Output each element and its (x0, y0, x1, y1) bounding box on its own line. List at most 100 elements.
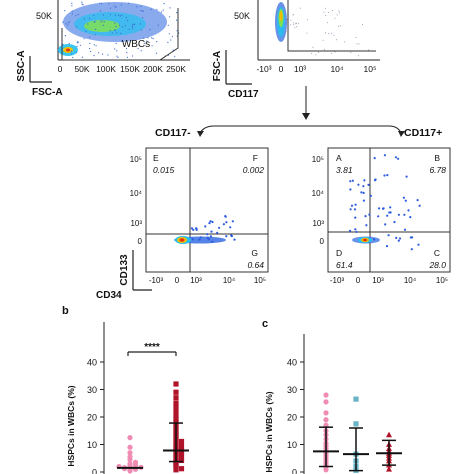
event-dot (293, 24, 295, 26)
event-dot (322, 39, 324, 41)
event-dot (222, 223, 225, 226)
data-point (178, 443, 185, 450)
data-point (323, 410, 329, 416)
event-dot (355, 230, 358, 233)
event-dot (71, 13, 73, 15)
event-dot (311, 53, 313, 54)
y-tick-label: 0 (92, 468, 97, 474)
event-dot (306, 32, 308, 34)
event-dot (94, 28, 97, 30)
event-dot (360, 191, 363, 194)
event-dot (334, 51, 336, 53)
event-dot (89, 18, 91, 20)
flow2-ylabel: FSC-A (212, 51, 223, 82)
event-dot (127, 19, 129, 22)
event-dot (115, 26, 117, 28)
flow1-dots (62, 1, 180, 59)
data-point (173, 381, 179, 387)
event-dot (403, 213, 406, 216)
event-dot (286, 19, 288, 21)
flow1-xtick-4: 200K (143, 64, 163, 74)
event-dot (169, 16, 171, 18)
data-point (178, 454, 185, 461)
event-dot (131, 27, 134, 29)
event-dot (64, 35, 67, 37)
event-dot (194, 227, 198, 230)
event-dot (156, 41, 158, 43)
event-dot (169, 7, 171, 9)
event-dot (210, 230, 213, 233)
event-dot (378, 207, 381, 210)
event-dot (397, 213, 400, 216)
quad2-xtick-4: 10⁵ (436, 276, 448, 285)
event-dot (338, 10, 340, 12)
event-dot (151, 37, 153, 39)
quad-plot-cd117-neg: E 0.015 F 0.002 G 0.64 10⁵ 10⁴ 10³ 0 -10… (96, 147, 269, 301)
event-dot (90, 50, 92, 53)
data-point (132, 459, 139, 465)
event-dot (85, 31, 87, 33)
data-point (353, 421, 359, 427)
quad1-xtick-0: -10³ (149, 276, 164, 285)
event-dot (128, 28, 130, 30)
event-dot (117, 56, 119, 59)
flow2-xtick-0: -10³ (256, 64, 271, 74)
event-dot (81, 56, 83, 58)
event-dot (364, 215, 367, 218)
event-dot (89, 47, 91, 50)
data-point (127, 435, 133, 441)
quad-A-value: 3.81 (336, 165, 353, 175)
flow2-xtick-2: 10³ (294, 64, 306, 74)
panel-b-ylabel: HSPCs in WBCs (%) (66, 385, 76, 466)
event-dot (118, 24, 120, 26)
event-dot (116, 32, 118, 34)
event-dot (350, 51, 352, 53)
flow2-ytick-label: 50K (234, 11, 250, 21)
event-dot (298, 23, 300, 25)
event-dot (362, 191, 365, 194)
flow2-population (275, 2, 287, 42)
event-dot (354, 216, 357, 219)
event-dot (114, 22, 116, 24)
event-dot (79, 44, 81, 46)
quad-plot-cd117-pos: A 3.81 B 6.78 D 61.4 C 28.0 10⁵ 10⁴ 10³ … (312, 147, 451, 285)
flow1-xtick-2: 100K (96, 64, 116, 74)
event-dot (230, 235, 233, 238)
event-dot (405, 175, 408, 178)
event-dot (369, 194, 372, 197)
event-dot (76, 45, 78, 48)
event-dot (294, 27, 296, 29)
flow1-xtick-1: 50K (74, 64, 89, 74)
event-dot (131, 26, 133, 28)
event-dot (382, 207, 385, 210)
event-dot (126, 52, 128, 54)
event-dot (338, 12, 340, 14)
event-dot (225, 235, 228, 238)
event-dot (292, 14, 294, 16)
event-dot (397, 239, 400, 242)
event-dot (318, 51, 319, 53)
event-dot (127, 2, 130, 4)
y-tick-label: 10 (287, 440, 297, 450)
event-dot (121, 14, 123, 16)
event-dot (233, 238, 236, 241)
event-dot (170, 39, 172, 41)
panel-c-letter: c (262, 318, 268, 330)
data-point (127, 461, 133, 467)
event-dot (101, 20, 103, 22)
event-dot (94, 34, 96, 36)
event-dot (206, 233, 209, 236)
quad-F-value: 0.002 (243, 165, 265, 175)
quad1-ytick-2: 10³ (130, 219, 142, 228)
event-dot (114, 29, 116, 31)
event-dot (72, 56, 74, 59)
event-dot (403, 228, 407, 231)
event-dot (146, 40, 148, 42)
event-dot (389, 206, 392, 209)
cd117-neg-title: CD117- (155, 127, 191, 139)
panel-c-ticks: 0 10 20 30 40 (287, 358, 304, 474)
gating-arrows (197, 86, 405, 137)
quad2-xtick-0: -10³ (330, 276, 345, 285)
event-dot (407, 209, 410, 212)
data-point (173, 416, 179, 422)
